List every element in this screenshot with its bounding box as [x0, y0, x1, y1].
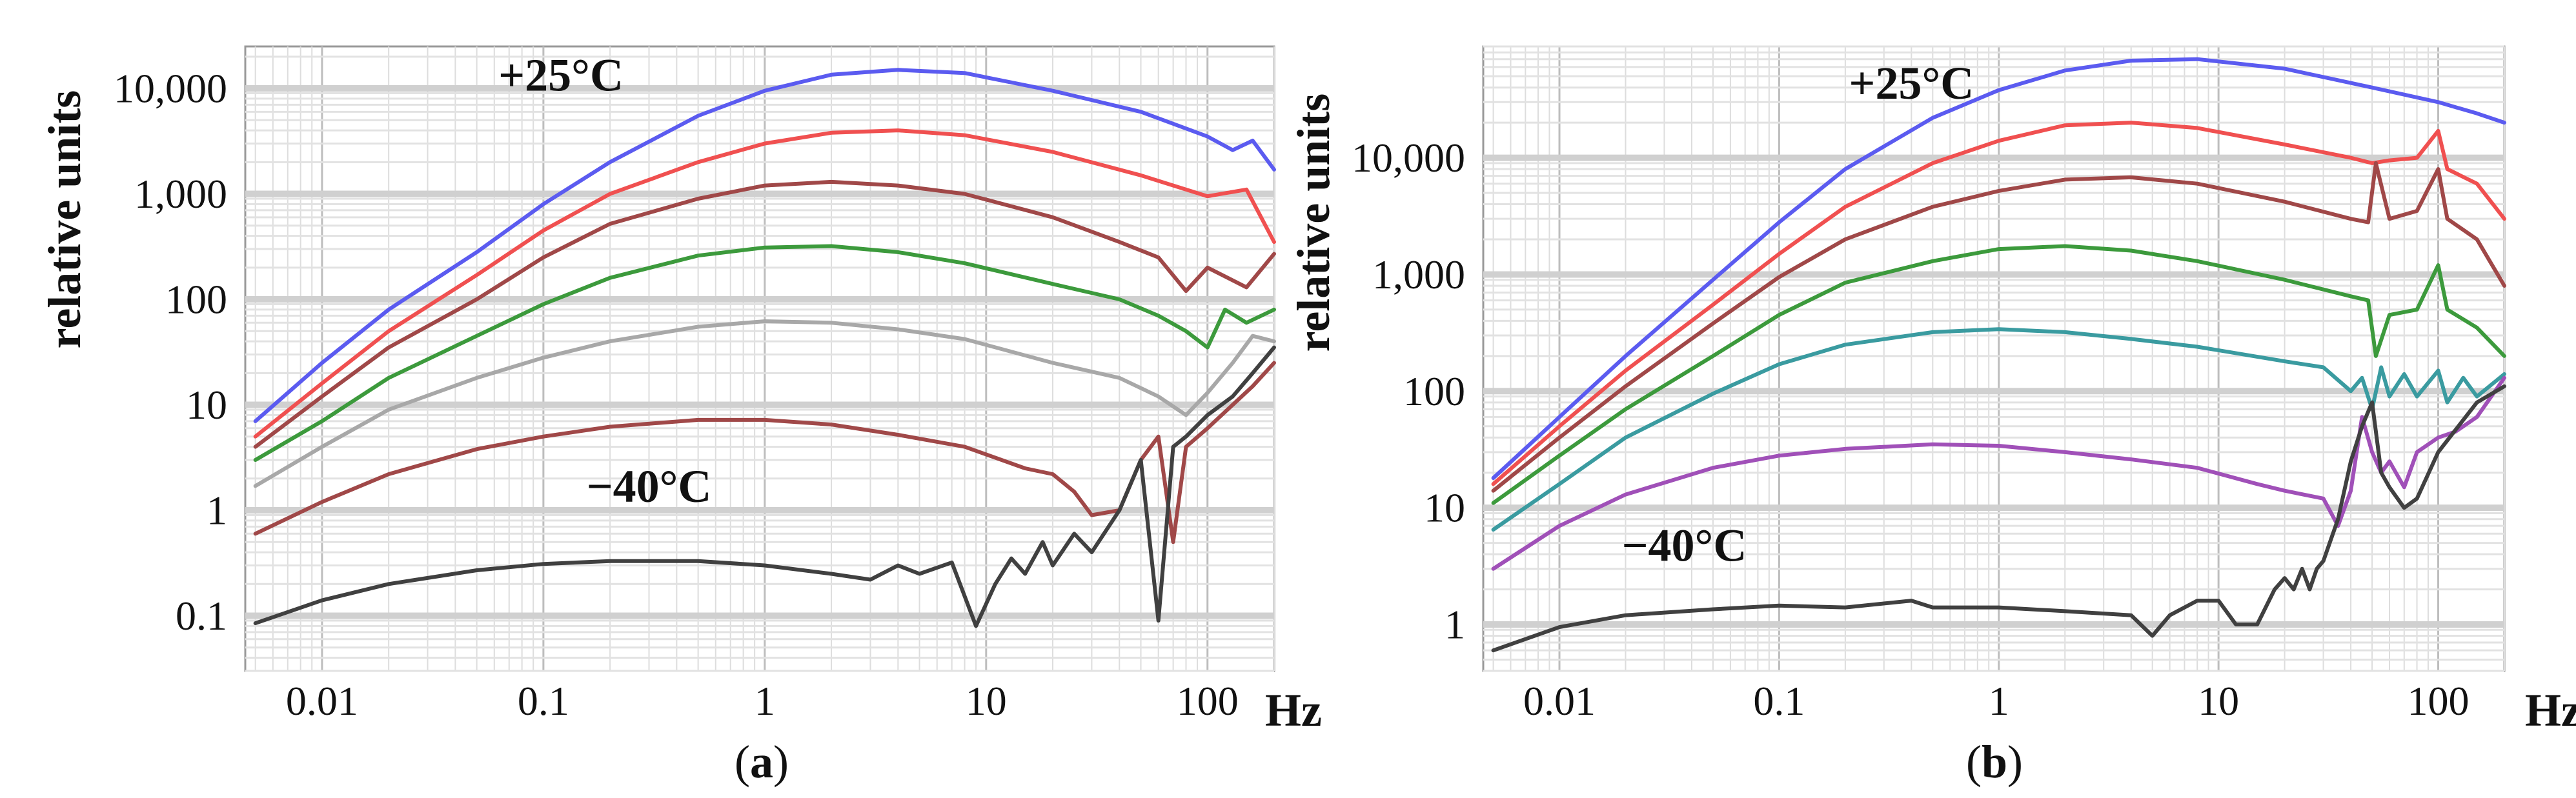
series-line-curve-6 — [1491, 375, 2506, 571]
panel-a-y-axis-label: relative units — [39, 90, 90, 349]
panel-b-series — [1491, 57, 2506, 653]
y-tick-label: 1,000 — [134, 171, 227, 217]
panel-a-x-axis-label: Hz — [1265, 684, 1322, 736]
x-tick-label: 10 — [966, 678, 1007, 724]
panel-b-x-ticks: 0.01 0.1 1 10 100 — [1523, 678, 2469, 724]
y-tick-label: 1,000 — [1372, 252, 1465, 297]
panel-a-annotation-cold: −40°C — [587, 461, 712, 512]
x-tick-label: 0.01 — [1523, 678, 1596, 724]
panel-b-y-axis-label: relative units — [1288, 94, 1339, 352]
panel-b-annotation-warm: +25°C — [1849, 57, 1974, 109]
y-tick-label: 1 — [207, 488, 227, 534]
x-tick-label: 1 — [755, 678, 775, 724]
panel-b-plot-area — [1482, 45, 2506, 672]
panel-a-annotation-warm: +25°C — [498, 50, 624, 101]
x-tick-label: 0.01 — [286, 678, 358, 724]
series-line-curve-5 — [253, 319, 1276, 488]
series-line-curve-1 — [253, 68, 1276, 423]
x-tick-label: 1 — [1989, 678, 2009, 724]
panel-b-y-ticks: 1 10 100 1,000 10,000 — [1352, 135, 1465, 647]
y-tick-label: 100 — [165, 277, 227, 323]
x-tick-label: 100 — [2408, 678, 2470, 724]
panel-b-caption: (b) — [1966, 736, 2023, 788]
y-tick-label: 1 — [1445, 602, 1465, 648]
panel-a: 0.1 1 10 100 1,000 10,000 0.01 0.1 1 10 100 relat… — [39, 45, 1322, 788]
panel-b-caption-letter: b — [1982, 736, 2007, 788]
y-tick-label: 10 — [1424, 485, 1465, 531]
x-tick-label: 0.1 — [518, 678, 569, 724]
series-line-curve-5 — [1491, 327, 2506, 532]
panel-b-x-axis-label: Hz — [2525, 684, 2576, 736]
series-line-curve-7 — [253, 345, 1276, 628]
series-line-curve-2 — [253, 128, 1276, 439]
series-line-curve-3 — [253, 179, 1276, 449]
panel-b-annotation-cold: −40°C — [1622, 520, 1747, 572]
y-tick-label: 100 — [1403, 368, 1465, 414]
panel-b-grid — [1483, 45, 2505, 672]
x-tick-label: 0.1 — [1753, 678, 1805, 724]
y-tick-label: 10 — [186, 382, 227, 428]
series-line-curve-1 — [1491, 57, 2506, 480]
panel-a-series — [253, 68, 1276, 628]
panel-a-caption: (a) — [735, 736, 789, 788]
series-line-curve-4 — [253, 244, 1276, 462]
series-line-curve-3 — [1491, 161, 2506, 493]
panel-a-y-ticks: 0.1 1 10 100 1,000 10,000 — [114, 66, 227, 639]
series-line-curve-7 — [1491, 384, 2506, 653]
panel-a-x-ticks: 0.01 0.1 1 10 100 — [286, 678, 1239, 724]
panel-a-caption-letter: a — [750, 736, 773, 788]
series-line-curve-2 — [1491, 121, 2506, 486]
panel-b: 1 10 100 1,000 10,000 0.01 0.1 1 10 100 relative… — [1288, 45, 2576, 788]
x-tick-label: 100 — [1177, 678, 1239, 724]
series-line-curve-6 — [253, 361, 1276, 544]
series-line-curve-4 — [1491, 244, 2506, 505]
y-tick-label: 10,000 — [1352, 135, 1465, 181]
x-tick-label: 10 — [2198, 678, 2239, 724]
y-tick-label: 10,000 — [114, 66, 227, 112]
y-tick-label: 0.1 — [176, 593, 227, 639]
